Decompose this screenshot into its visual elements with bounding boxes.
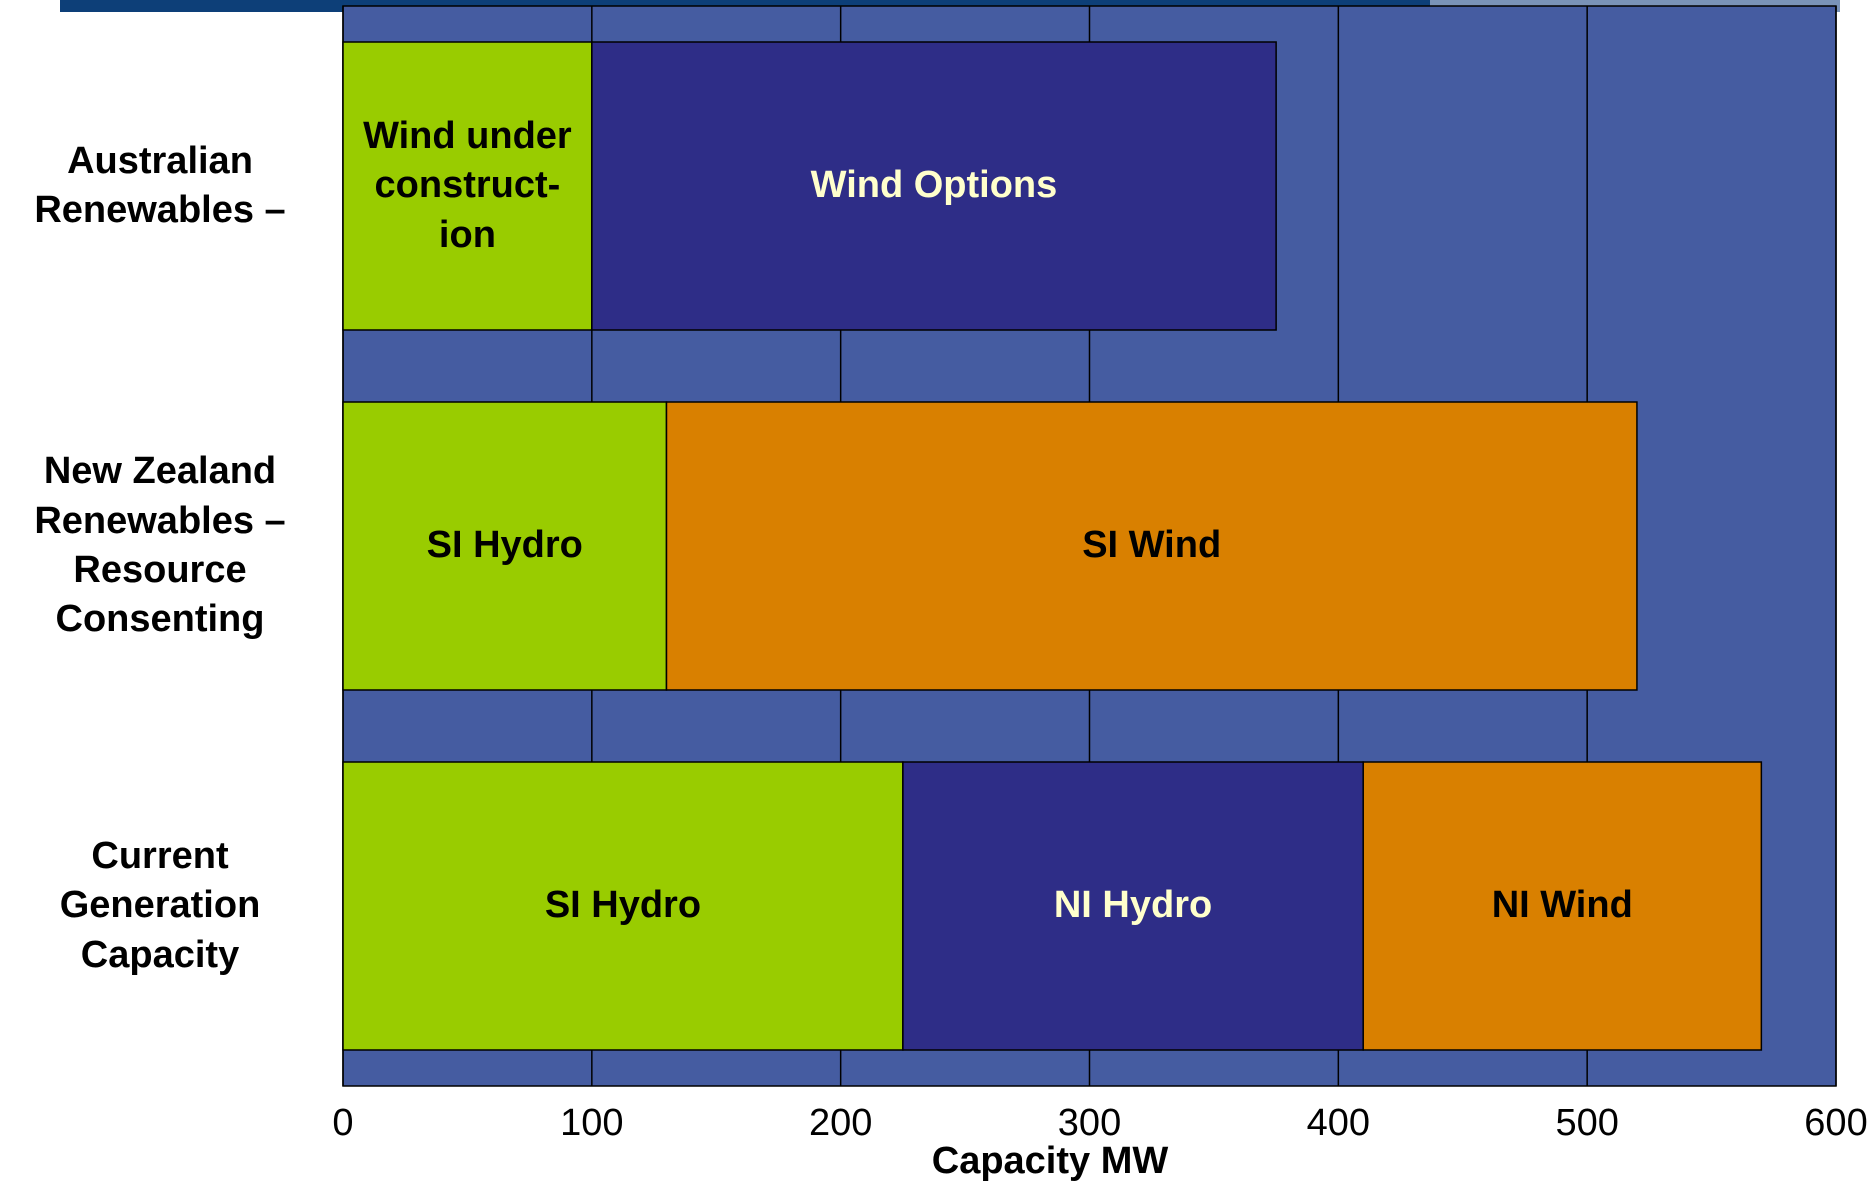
bar-segment: [1362, 761, 1763, 1051]
category-label: Current Generation Capacity: [59, 834, 261, 976]
bar-segment: [342, 401, 668, 691]
x-tick-label: 200: [808, 1102, 873, 1144]
x-tick-label: 600: [1804, 1102, 1868, 1144]
segment-label: NI Hydro: [1053, 884, 1213, 927]
x-tick-label: 300: [1057, 1102, 1122, 1144]
segment-label: SI Wind: [1082, 524, 1222, 567]
x-tick-label: 0: [332, 1102, 354, 1144]
segment-label: NI Wind: [1491, 884, 1633, 927]
segment-label: Wind under construct-ion: [363, 114, 572, 256]
segment-label: SI Hydro: [426, 524, 583, 567]
x-tick-label: 400: [1306, 1102, 1371, 1144]
category-label: New Zealand Renewables – Resource Consen…: [34, 450, 286, 641]
segment-label: Wind Options: [810, 164, 1058, 207]
bar-segment: [591, 41, 1277, 331]
bar-segment: [902, 761, 1364, 1051]
x-axis-title: Capacity MW: [931, 1140, 1169, 1183]
segment-label: SI Hydro: [544, 884, 702, 927]
bar-segment: [665, 401, 1638, 691]
category-label: Australian Renewables –: [34, 139, 286, 231]
bar-segment: [342, 761, 904, 1051]
x-tick-label: 500: [1555, 1102, 1619, 1144]
x-tick-label: 100: [560, 1102, 624, 1144]
bar-segment: [342, 41, 593, 331]
